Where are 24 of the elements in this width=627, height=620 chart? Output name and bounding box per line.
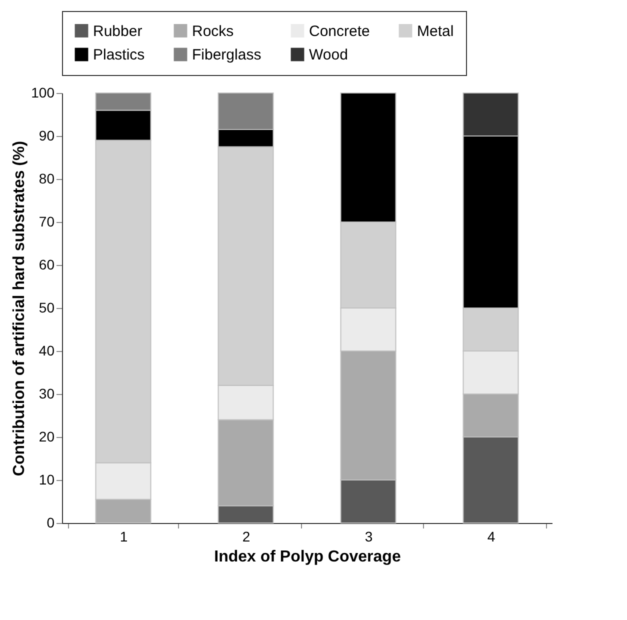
legend-label: Fiberglass [192, 46, 262, 64]
legend-label: Rubber [93, 22, 142, 40]
y-tick-label: 50 [38, 300, 55, 316]
legend-label: Concrete [309, 22, 370, 40]
y-tick-label: 20 [38, 428, 55, 444]
x-tick-label: 2 [242, 528, 250, 544]
x-tick-label: 1 [120, 528, 128, 544]
y-tick-label: 70 [38, 214, 55, 230]
y-tick-label: 90 [38, 128, 55, 144]
y-tick-label: 10 [38, 472, 55, 488]
legend-label: Wood [309, 46, 348, 64]
y-tick-label: 80 [38, 170, 55, 186]
y-tick-label: 40 [38, 342, 55, 358]
y-tick-label: 100 [31, 84, 55, 100]
x-tick-label: 4 [487, 528, 496, 544]
legend-label: Rocks [192, 22, 234, 40]
legend-label: Metal [417, 22, 454, 40]
y-axis-title: Contribution of artificial hard substrates (%) [11, 140, 28, 476]
y-tick-label: 30 [38, 386, 55, 402]
y-tick-label: 0 [46, 514, 55, 530]
x-axis-title: Index of Polyp Coverage [214, 548, 401, 566]
y-tick-label: 60 [38, 256, 55, 272]
legend-label: Plastics [93, 46, 145, 64]
x-tick-label: 3 [364, 528, 373, 544]
